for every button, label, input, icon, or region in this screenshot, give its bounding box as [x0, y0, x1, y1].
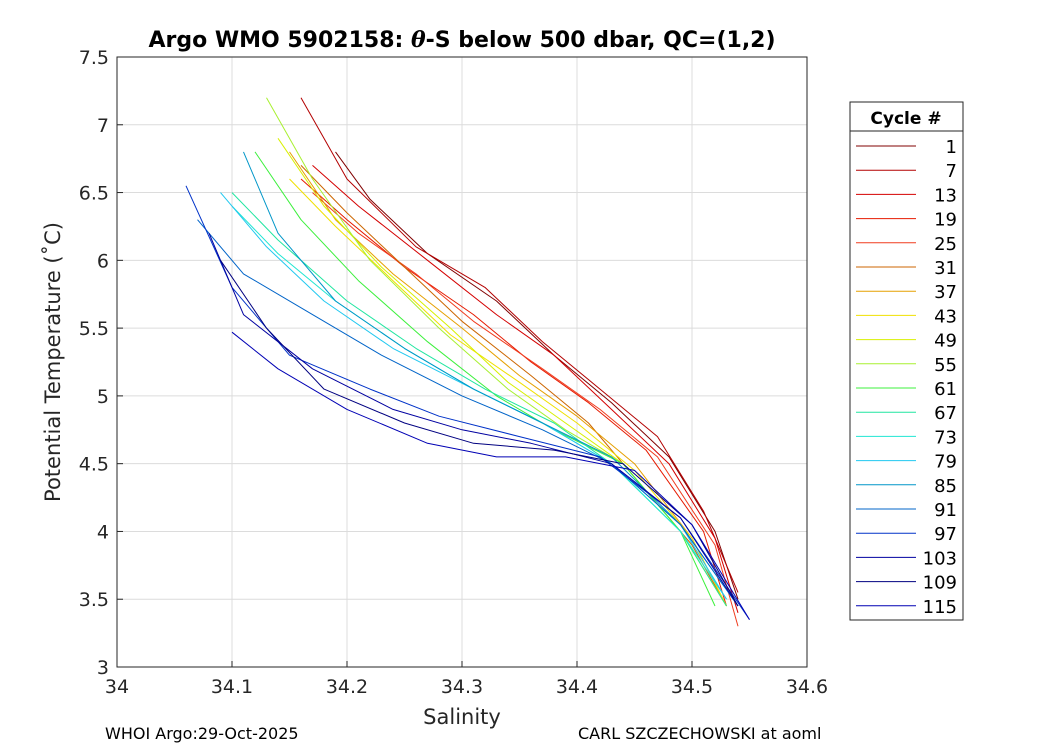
series-line-cycle-103 — [208, 233, 739, 607]
series-line-cycle-109 — [220, 260, 739, 607]
y-tick-label: 6 — [97, 250, 109, 272]
series-lines — [185, 97, 750, 627]
legend-label: 109 — [923, 573, 957, 594]
y-tick-label: 6.5 — [79, 183, 109, 205]
chart-title-symbol: θ — [411, 27, 426, 53]
legend-label: 13 — [934, 185, 957, 206]
legend-label: 73 — [934, 427, 957, 448]
y-tick-label: 4.5 — [79, 454, 109, 476]
y-tick-label: 7 — [97, 115, 109, 137]
legend-label: 19 — [934, 210, 957, 231]
chart-title-prefix: Argo WMO 5902158: — [148, 28, 411, 53]
y-tick-label: 5.5 — [79, 318, 109, 340]
x-tick-label: 34.3 — [441, 676, 483, 698]
series-line-cycle-85 — [243, 151, 739, 607]
series-line-cycle-13 — [312, 165, 739, 613]
legend-label: 49 — [934, 331, 957, 352]
legend-label: 103 — [923, 548, 957, 569]
legend-label: 55 — [934, 355, 957, 376]
series-line-cycle-97 — [185, 185, 750, 620]
legend-label: 97 — [934, 524, 957, 545]
x-tick-label: 34 — [105, 676, 129, 698]
footer-credit-right: CARL SZCZECHOWSKI at aoml — [578, 724, 822, 743]
legend-title: Cycle # — [870, 109, 941, 129]
x-tick-label: 34.1 — [211, 676, 253, 698]
x-tick-label: 34.2 — [326, 676, 368, 698]
series-line-cycle-19 — [300, 178, 727, 607]
legend-label: 79 — [934, 452, 957, 473]
x-tick-label: 34.4 — [556, 676, 598, 698]
legend-label: 43 — [934, 306, 957, 327]
chart-title: Argo WMO 5902158: θ-S below 500 dbar, QC… — [148, 27, 775, 53]
legend-label: 37 — [934, 282, 957, 303]
legend-label: 31 — [934, 258, 957, 279]
legend-label: 85 — [934, 476, 957, 497]
y-tick-label: 4 — [97, 521, 109, 543]
y-tick-label: 7.5 — [79, 47, 109, 69]
axis-ticks: 34 34.1 34.2 34.3 34.4 34.5 34.6 3 3.5 4 4.5 5 5.5 6 6… — [79, 47, 828, 698]
x-axis-label: Salinity — [423, 705, 501, 729]
legend-label: 61 — [934, 379, 957, 400]
series-line-cycle-7 — [300, 97, 739, 593]
legend-label: 91 — [934, 500, 957, 521]
series-line-cycle-25 — [312, 192, 739, 627]
x-tick-label: 34.6 — [786, 676, 828, 698]
y-tick-label: 3 — [97, 657, 109, 679]
chart-title-suffix: -S below 500 dbar, QC=(1,2) — [426, 28, 776, 53]
y-tick-label: 3.5 — [79, 589, 109, 611]
legend: Cycle # 1 7 13 19 25 31 37 43 49 55 61 67 73 79 85 91 97… — [849, 101, 964, 621]
series-line-cycle-61 — [254, 151, 716, 607]
series-line-cycle-115 — [231, 331, 750, 620]
series-line-cycle-43 — [289, 178, 727, 607]
legend-label: 1 — [946, 137, 957, 158]
series-line-cycle-91 — [197, 219, 739, 607]
legend-label: 25 — [934, 234, 957, 255]
legend-label: 7 — [946, 161, 957, 182]
legend-label: 67 — [934, 403, 957, 424]
legend-entries: 1 7 13 19 25 31 37 43 49 55 61 67 73 79 85 91 97 103 109 11… — [856, 137, 957, 618]
footer-credit-left: WHOI Argo:29-Oct-2025 — [105, 724, 299, 743]
legend-label: 115 — [923, 597, 957, 618]
y-axis-label: Potential Temperature (˚C) — [41, 222, 65, 502]
x-tick-label: 34.5 — [671, 676, 713, 698]
y-tick-label: 5 — [97, 386, 109, 408]
